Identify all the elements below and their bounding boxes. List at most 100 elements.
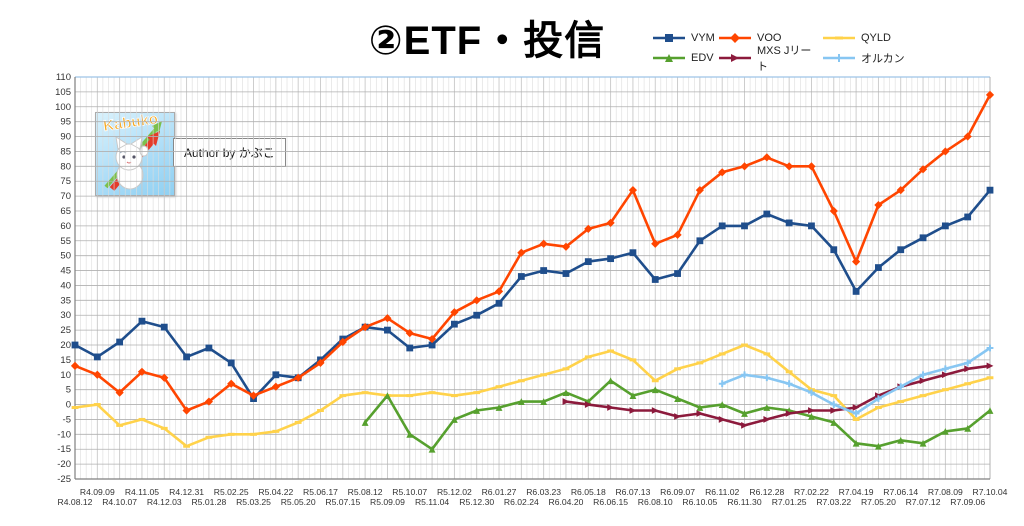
x-axis-tick-label: R5.11.04 <box>415 497 449 507</box>
x-axis-tick-label: R5.10.07 <box>392 487 427 497</box>
x-axis-tick-label: R6.07.13 <box>615 487 650 497</box>
x-axis-tick-label: R7.03.22 <box>816 497 851 507</box>
square-marker-icon <box>653 34 685 42</box>
series-line-mxs-jリート <box>565 364 991 427</box>
y-axis-tick-label: 110 <box>56 72 71 83</box>
y-axis-tick-label: 60 <box>60 221 71 232</box>
y-axis-tick-label: 95 <box>60 117 71 128</box>
x-axis-tick-label: R7.06.14 <box>883 487 918 497</box>
y-axis-tick-label: 65 <box>60 206 71 217</box>
x-axis-tick-label: R4.10.07 <box>102 497 137 507</box>
legend-item-qyld: QYLD <box>822 31 952 45</box>
legend-label: MXS Jリート <box>757 45 812 73</box>
x-axis-tick-label: R4.11.05 <box>125 487 159 497</box>
x-axis-tick-label: R7.01.25 <box>772 497 807 507</box>
x-axis-tick-label: R5.03.25 <box>236 497 271 507</box>
x-axis-tick-label: R5.12.02 <box>437 487 472 497</box>
x-axis-tick-label: R7.08.09 <box>928 487 963 497</box>
x-axis-tick-label: R7.09.06 <box>950 497 985 507</box>
y-axis-tick-label: 10 <box>60 370 71 381</box>
x-axis-tick-label: R6.10.05 <box>682 497 717 507</box>
x-axis-tick-label: R6.09.07 <box>660 487 695 497</box>
x-axis-tick-label: R4.12.03 <box>147 497 182 507</box>
y-axis-tick-label: 50 <box>60 251 71 262</box>
series-line-qyld <box>74 343 991 448</box>
x-axis-tick-label: R5.08.12 <box>348 487 383 497</box>
y-axis-tick-label: 30 <box>60 310 71 321</box>
y-axis-tick-label: -5 <box>63 414 71 425</box>
x-axis-tick-label: R6.01.27 <box>482 487 517 497</box>
legend-label: VOO <box>757 32 782 44</box>
legend-label: オルカン <box>861 53 905 65</box>
y-axis-tick-label: 25 <box>60 325 71 336</box>
series-markers-qyld <box>71 343 994 448</box>
x-axis-tick-label: R6.02.24 <box>504 497 539 507</box>
triangle-marker-icon <box>653 54 685 62</box>
x-axis-tick-label: R7.10.04 <box>973 487 1008 497</box>
x-axis-tick-label: R5.09.09 <box>370 497 405 507</box>
x-axis-tick-label: R6.12.28 <box>749 487 784 497</box>
y-axis-tick-label: 85 <box>60 146 71 157</box>
legend-label: QYLD <box>861 32 891 44</box>
author-caption: Author by かぶこ <box>173 138 286 167</box>
legend-item-オルカン: オルカン <box>822 50 952 66</box>
legend-item-voo: VOO <box>718 31 822 45</box>
series-line-voo <box>74 94 992 412</box>
x-axis-tick-label: R7.05.20 <box>861 497 896 507</box>
legend-item-edv: EDV <box>652 51 718 65</box>
y-axis-tick-label: -25 <box>57 474 71 485</box>
legend-label: EDV <box>691 52 714 64</box>
x-axis-tick-label: R4.12.31 <box>169 487 204 497</box>
y-axis-tick-label: 105 <box>55 87 71 98</box>
series-markers-edv <box>361 377 994 453</box>
series-markers-voo <box>70 90 995 415</box>
y-axis-tick-label: 100 <box>55 102 71 113</box>
y-axis-tick-label: 70 <box>60 191 71 202</box>
x-axis-tick-label: R6.11.30 <box>727 497 761 507</box>
y-axis-tick-label: 90 <box>60 132 71 143</box>
x-axis-tick-label: R4.09.09 <box>80 487 115 497</box>
dash-marker-icon <box>823 36 855 40</box>
y-axis-tick-label: 80 <box>60 161 71 172</box>
x-axis-tick-label: R5.01.28 <box>191 497 226 507</box>
plus-marker-icon <box>823 54 855 62</box>
x-axis-tick-label: R4.08.12 <box>58 497 93 507</box>
y-axis-tick-label: 45 <box>60 266 71 277</box>
x-axis-tick-label: R7.04.19 <box>839 487 874 497</box>
y-axis-tick-label: 0 <box>66 400 71 411</box>
x-axis-tick-label: R6.05.18 <box>571 487 606 497</box>
x-axis-tick-label: R5.05.20 <box>281 497 316 507</box>
x-axis-tick-label: R5.04.22 <box>258 487 293 497</box>
legend-item-vym: VYM <box>652 31 718 45</box>
series-line-vym <box>74 189 991 400</box>
y-axis-tick-label: 55 <box>60 236 71 247</box>
chart-legend: VYM VOO QYLD EDV MXS Jリート オルカン <box>652 28 952 73</box>
series-markers-mxs-jリート <box>562 362 994 429</box>
arrow-marker-icon <box>719 54 751 62</box>
x-axis-tick-label: R6.06.15 <box>593 497 628 507</box>
y-axis-tick-label: 35 <box>60 295 71 306</box>
page-title: ②ETF・投信 <box>368 19 606 63</box>
x-axis-tick-label: R6.03.23 <box>526 487 561 497</box>
x-axis-tick-label: R5.02.25 <box>214 487 249 497</box>
series-markers-オルカン <box>718 344 994 417</box>
legend-item-mxs-jリート: MXS Jリート <box>718 42 822 74</box>
y-axis-tick-label: -10 <box>57 429 71 440</box>
x-axis-tick-label: R7.02.22 <box>794 487 829 497</box>
legend-label: VYM <box>691 32 715 44</box>
x-axis-tick-label: R7.07.12 <box>906 497 941 507</box>
y-axis-tick-label: -15 <box>57 444 71 455</box>
x-axis-tick-label: R5.07.15 <box>325 497 360 507</box>
y-axis-tick-label: 75 <box>60 176 71 187</box>
y-axis-tick-label: 40 <box>60 280 71 291</box>
y-axis-tick-label: -20 <box>57 459 71 470</box>
x-axis-tick-label: R6.11.02 <box>705 487 739 497</box>
x-axis-tick-label: R5.12.30 <box>459 497 494 507</box>
x-axis-tick-label: R6.04.20 <box>549 497 584 507</box>
diamond-marker-icon <box>719 33 751 43</box>
x-axis-tick-label: R6.08.10 <box>638 497 673 507</box>
x-axis-tick-label: R5.06.17 <box>303 487 338 497</box>
y-axis-tick-label: 20 <box>60 340 71 351</box>
